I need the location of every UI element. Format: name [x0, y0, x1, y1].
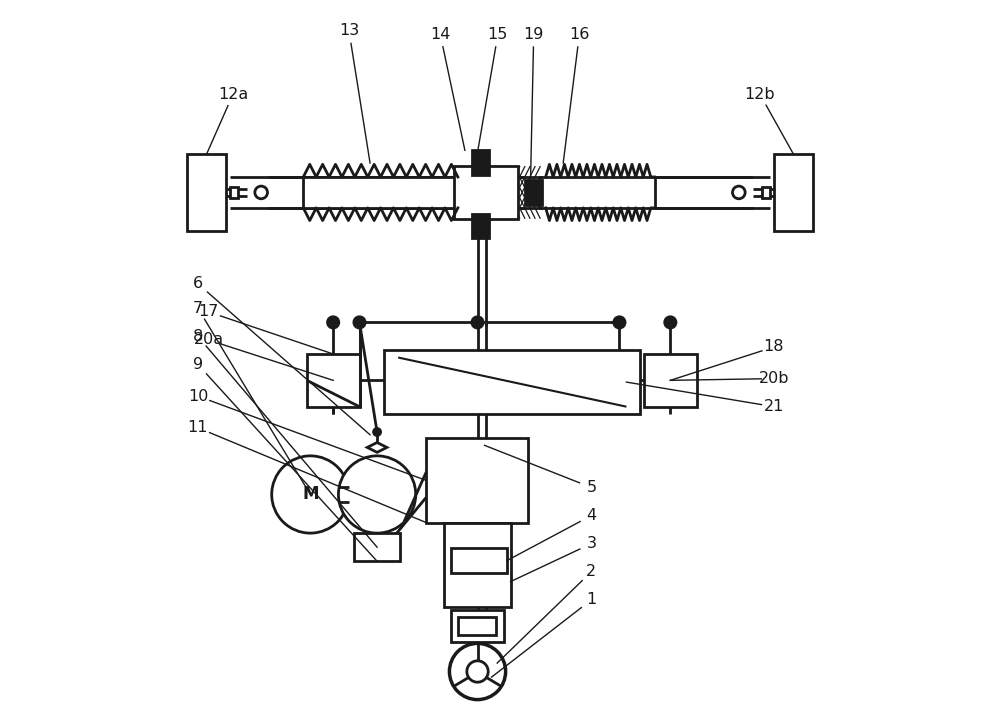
Text: 12a: 12a: [218, 86, 248, 101]
Text: 20b: 20b: [759, 371, 789, 386]
Circle shape: [338, 456, 416, 533]
Text: 16: 16: [569, 27, 590, 42]
Text: 3: 3: [586, 536, 596, 551]
Text: 17: 17: [198, 304, 219, 319]
Circle shape: [272, 456, 349, 533]
Text: 8: 8: [193, 329, 203, 344]
Circle shape: [467, 661, 488, 683]
Text: 1: 1: [586, 593, 596, 607]
Text: 20a: 20a: [193, 333, 224, 348]
Circle shape: [374, 428, 381, 435]
Text: 19: 19: [524, 27, 544, 42]
Text: 10: 10: [188, 389, 208, 404]
Bar: [303, 177, 458, 208]
Bar: [525, 180, 542, 205]
Bar: [307, 354, 360, 406]
Circle shape: [733, 186, 745, 199]
Text: 18: 18: [764, 339, 784, 355]
Bar: [354, 533, 400, 561]
Bar: [472, 214, 489, 238]
Bar: [451, 548, 507, 573]
Bar: [187, 154, 226, 231]
Text: 6: 6: [193, 276, 203, 291]
Bar: [384, 350, 640, 413]
Text: 12b: 12b: [745, 86, 775, 101]
Bar: [762, 187, 770, 198]
Bar: [454, 166, 518, 219]
Text: M: M: [302, 486, 319, 503]
Circle shape: [665, 316, 676, 328]
Text: 7: 7: [193, 301, 203, 316]
Text: 9: 9: [193, 357, 203, 372]
Text: 13: 13: [339, 23, 359, 38]
Text: 2: 2: [586, 564, 596, 579]
Polygon shape: [367, 442, 387, 452]
Bar: [426, 438, 528, 523]
Bar: [472, 150, 489, 175]
Circle shape: [614, 316, 625, 328]
Circle shape: [472, 316, 483, 328]
Bar: [444, 523, 511, 607]
Text: 15: 15: [488, 27, 508, 42]
Bar: [644, 354, 697, 406]
Text: 4: 4: [586, 508, 596, 523]
Text: 11: 11: [188, 421, 208, 435]
Bar: [774, 154, 813, 231]
Circle shape: [255, 186, 267, 199]
Text: 14: 14: [430, 27, 450, 42]
Circle shape: [449, 644, 506, 700]
Text: 21: 21: [764, 399, 784, 414]
Text: 5: 5: [586, 480, 596, 495]
Circle shape: [354, 316, 365, 328]
Bar: [458, 617, 496, 635]
Bar: [230, 187, 238, 198]
Bar: [451, 610, 504, 642]
Circle shape: [328, 316, 339, 328]
